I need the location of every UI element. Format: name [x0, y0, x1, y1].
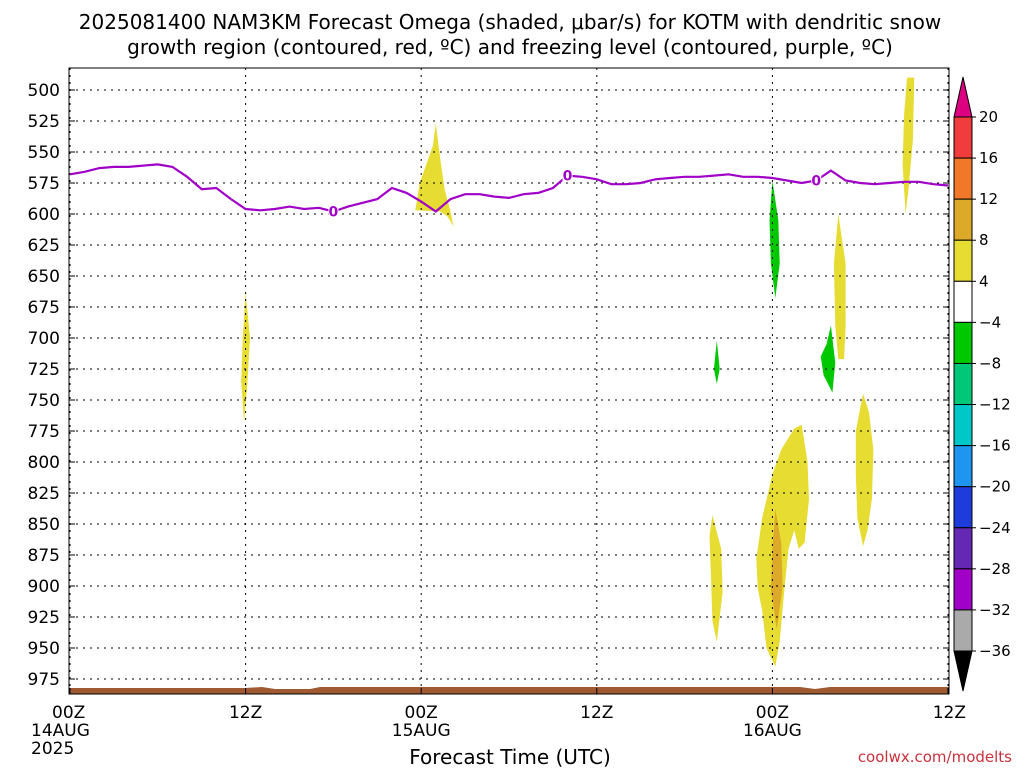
omega-area-6 [902, 77, 915, 214]
colorbar-box-4 [953, 280, 973, 323]
colorbar-label-6: −8 [979, 354, 1001, 372]
omega-area-4 [833, 214, 846, 360]
colorbar-box-12 [953, 609, 973, 652]
y-tick-label-825: 825 [28, 484, 60, 504]
y-tick-label-775: 775 [28, 422, 60, 442]
x-tick-year-0: 2025 [31, 739, 74, 759]
x-tick-date-24: 15AUG [392, 721, 451, 741]
y-tick-label-700: 700 [28, 329, 60, 349]
colorbar-label-5: −4 [979, 313, 1001, 331]
freezing-level-label-bg-2 [811, 172, 822, 188]
colorbar-box-7 [953, 404, 973, 447]
y-tick-label-600: 600 [28, 205, 60, 225]
x-tick-date-48: 16AUG [743, 721, 802, 741]
y-tick-label-950: 950 [28, 639, 60, 659]
colorbar-box-3 [953, 239, 973, 282]
y-tick-label-725: 725 [28, 360, 60, 380]
omega-area-1 [415, 123, 454, 227]
colorbar-box-1 [953, 157, 973, 200]
omega-area-0 [241, 292, 250, 423]
colorbar-box-9 [953, 486, 973, 529]
y-tick-label-800: 800 [28, 453, 60, 473]
x-tick-date-0: 14AUG [31, 721, 90, 741]
x-tick-label-48: 00Z [756, 703, 789, 723]
y-tick-label-900: 900 [28, 577, 60, 597]
colorbar-label-12: −32 [979, 601, 1011, 619]
colorbar-label-4: 4 [979, 272, 989, 290]
plot-frame [68, 67, 950, 695]
omega-shading [241, 77, 915, 667]
freezing-level-contour: 0 0 0 [69, 163, 949, 221]
x-tick-label-0: 00Z [52, 703, 85, 723]
grid-lines [69, 68, 949, 694]
omega-area-9 [713, 340, 720, 384]
colorbar-label-1: 16 [979, 149, 998, 167]
y-tick-label-625: 625 [28, 236, 60, 256]
y-tick-label-875: 875 [28, 546, 60, 566]
omega-area-8 [769, 180, 780, 299]
colorbar-label-3: 8 [979, 231, 989, 249]
y-tick-label-925: 925 [28, 608, 60, 628]
freezing-level-label-2: 0 [811, 174, 821, 190]
colorbar-bottom-arrow [953, 650, 973, 692]
colorbar-label-0: 20 [979, 108, 998, 126]
colorbar-label-9: −20 [979, 478, 1011, 496]
freezing-level-label-0: 0 [329, 205, 339, 221]
colorbar-label-2: 12 [979, 190, 998, 208]
omega-area-5 [855, 393, 874, 547]
chart-title-line1: 2025081400 NAM3KM Forecast Omega (shaded… [79, 10, 941, 34]
omega-area-2 [709, 515, 723, 642]
ground-strip [69, 687, 949, 694]
freezing-level-label-bg-1 [562, 167, 573, 183]
colorbar-label-13: −36 [979, 642, 1011, 660]
x-axis-label: Forecast Time (UTC) [409, 745, 611, 768]
colorbar-box-2 [953, 198, 973, 241]
y-tick-label-675: 675 [28, 298, 60, 318]
y-tick-label-500: 500 [28, 81, 60, 101]
x-tick-label-36: 12Z [580, 703, 613, 723]
colorbar-box-11 [953, 568, 973, 611]
watermark: coolwx.com/modelts [858, 748, 1012, 766]
freezing-level-label-1: 0 [563, 169, 573, 185]
colorbar-top-arrow [953, 76, 973, 118]
colorbar-box-5 [953, 321, 973, 364]
omega-area-10 [820, 325, 836, 393]
colorbar: 20 16 12 8 4 −4 −8 −12 −16 −20 −24 −28 −32 −36 [953, 76, 1011, 692]
colorbar-label-11: −28 [979, 560, 1011, 578]
colorbar-box-8 [953, 445, 973, 488]
chart-title-line2: growth region (contoured, red, ºC) and f… [127, 35, 893, 59]
omega-area-7 [770, 509, 783, 630]
omega-area-3 [756, 424, 809, 667]
y-tick-label-975: 975 [28, 670, 60, 690]
colorbar-box-6 [953, 362, 973, 406]
y-tick-label-750: 750 [28, 391, 60, 411]
x-tick-label-24: 00Z [405, 703, 438, 723]
y-axis-ticks: 500 525 550 575 600 625 650 675 700 725 750 775 800 8… [28, 81, 949, 690]
freezing-level-label-bg-0 [328, 203, 339, 219]
x-tick-label-12: 12Z [229, 703, 262, 723]
ground-surface [69, 687, 949, 694]
freezing-level-line [69, 163, 949, 213]
y-tick-label-550: 550 [28, 143, 60, 163]
colorbar-box-0 [953, 116, 973, 159]
y-tick-label-525: 525 [28, 112, 60, 132]
y-tick-label-850: 850 [28, 515, 60, 535]
y-tick-label-650: 650 [28, 267, 60, 287]
colorbar-label-8: −16 [979, 437, 1011, 455]
colorbar-label-10: −24 [979, 519, 1011, 537]
colorbar-label-7: −12 [979, 396, 1011, 414]
x-tick-label-60: 12Z [933, 703, 966, 723]
y-tick-label-575: 575 [28, 174, 60, 194]
colorbar-box-10 [953, 527, 973, 570]
